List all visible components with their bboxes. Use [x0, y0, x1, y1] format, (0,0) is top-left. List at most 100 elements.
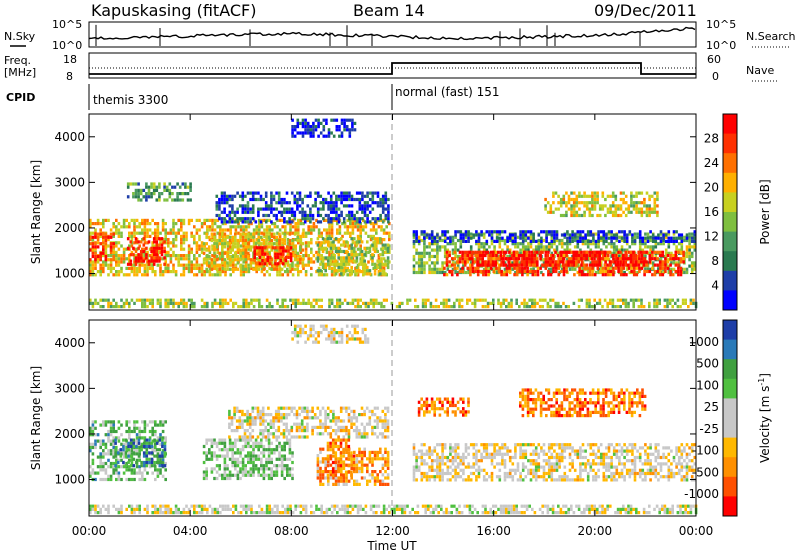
- heatmap-cell: [445, 263, 449, 267]
- heatmap-cell: [151, 305, 154, 309]
- heatmap-cell: [611, 298, 615, 302]
- heatmap-cell: [523, 266, 527, 270]
- heatmap-cell: [375, 231, 378, 235]
- heatmap-cell: [347, 246, 351, 250]
- heatmap-cell: [605, 245, 608, 249]
- heatmap-cell: [500, 260, 503, 264]
- heatmap-cell: [560, 267, 564, 271]
- heatmap-cell: [273, 242, 276, 246]
- heatmap-cell: [211, 225, 214, 229]
- heatmap-cell: [104, 420, 108, 424]
- heatmap-cell: [117, 273, 121, 277]
- heatmap-cell: [268, 301, 271, 305]
- heatmap-cell: [644, 267, 647, 271]
- heatmap-cell: [387, 217, 390, 221]
- heatmap-cell: [481, 305, 485, 309]
- heatmap-cell: [454, 270, 457, 275]
- heatmap-cell: [604, 197, 607, 202]
- heatmap-cell: [690, 232, 694, 236]
- heatmap-cell: [591, 197, 594, 202]
- heatmap-cell: [115, 250, 118, 254]
- heatmap-cell: [135, 442, 139, 446]
- heatmap-cell: [187, 247, 191, 251]
- heatmap-cell: [99, 232, 102, 236]
- heatmap-cell: [368, 204, 372, 208]
- heatmap-cell: [180, 301, 183, 305]
- heatmap-cell: [449, 242, 452, 246]
- heatmap-cell: [463, 263, 467, 267]
- heatmap-cell: [454, 233, 457, 237]
- heatmap-cell: [588, 253, 592, 258]
- heatmap-cell: [310, 241, 313, 245]
- heatmap-cell: [109, 235, 113, 239]
- heatmap-cell: [164, 270, 167, 274]
- heatmap-cell: [115, 305, 118, 309]
- heatmap-cell: [341, 222, 344, 226]
- heatmap-cell: [611, 213, 615, 218]
- heatmap-cell: [174, 231, 178, 235]
- heatmap-cell: [588, 207, 592, 211]
- heatmap-cell: [139, 240, 143, 244]
- heatmap-cell: [148, 298, 152, 302]
- heatmap-cell: [301, 242, 305, 246]
- heatmap-cell: [641, 242, 645, 246]
- heatmap-cell: [368, 210, 372, 214]
- heatmap-cell: [642, 260, 646, 264]
- heatmap-cell: [537, 238, 541, 243]
- heatmap-cell: [558, 242, 561, 246]
- heatmap-cell: [215, 204, 219, 208]
- power-heatmap: [89, 118, 698, 309]
- heatmap-cell: [420, 261, 424, 265]
- heatmap-cell: [311, 213, 315, 218]
- heatmap-cell: [461, 253, 464, 258]
- heatmap-cell: [415, 261, 418, 265]
- heatmap-cell: [148, 420, 152, 424]
- heatmap-cell: [582, 263, 586, 267]
- heatmap-cell: [115, 301, 118, 305]
- heatmap-cell: [321, 259, 325, 263]
- heatmap-cell: [99, 423, 102, 427]
- heatmap-cell: [89, 263, 92, 267]
- heatmap-cell: [338, 273, 342, 277]
- heatmap-cell: [580, 253, 583, 258]
- heatmap-cell: [527, 236, 530, 240]
- heatmap-cell: [679, 260, 683, 264]
- heatmap-cell: [125, 266, 128, 270]
- heatmap-cell: [290, 213, 294, 218]
- heatmap-cell: [107, 465, 110, 469]
- heatmap-cell: [562, 197, 566, 202]
- heatmap-cell: [428, 242, 431, 246]
- heatmap-cell: [329, 246, 333, 250]
- heatmap-cell: [163, 188, 166, 192]
- heatmap-cell: [630, 197, 633, 202]
- heatmap-cell: [371, 243, 374, 247]
- heatmap-cell: [96, 218, 100, 222]
- heatmap-cell: [310, 260, 313, 264]
- heatmap-cell: [542, 245, 546, 249]
- heatmap-cell: [228, 213, 232, 218]
- heatmap-cell: [151, 298, 154, 302]
- heatmap-cell: [500, 257, 503, 261]
- heatmap-cell: [120, 234, 123, 238]
- heatmap-cell: [205, 235, 208, 239]
- heatmap-cell: [239, 248, 242, 252]
- heatmap-cell: [109, 260, 113, 264]
- heatmap-cell: [563, 242, 567, 246]
- heatmap-cell: [529, 239, 533, 243]
- heatmap-cell: [382, 228, 386, 232]
- heatmap-cell: [601, 191, 605, 195]
- heatmap-cell: [304, 254, 308, 258]
- heatmap-cell: [651, 266, 654, 270]
- heatmap-cell: [190, 231, 193, 235]
- heatmap-cell: [624, 301, 628, 305]
- heatmap-cell: [112, 420, 115, 424]
- heatmap-cell: [611, 253, 614, 258]
- heatmap-cell: [430, 233, 434, 237]
- heatmap-cell: [168, 195, 172, 199]
- heatmap-cell: [345, 256, 348, 260]
- heatmap-cell: [139, 253, 143, 257]
- heatmap-cell: [565, 260, 568, 264]
- heatmap-cell: [578, 191, 581, 195]
- heatmap-cell: [366, 191, 369, 195]
- heatmap-cell: [544, 250, 548, 254]
